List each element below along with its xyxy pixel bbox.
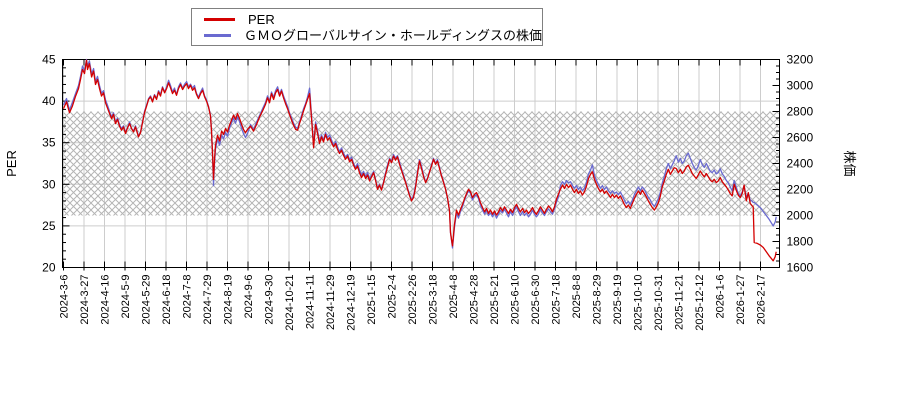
x-tick-label: 2024-7-8 [182,275,194,319]
x-tick-label: 2025-11-21 [674,275,686,330]
x-tick-label: 2024-7-29 [202,275,214,325]
x-tick-label: 2024-6-18 [161,275,173,325]
x-tick-label: 2024-4-16 [100,275,112,325]
stock-price-line-sample-icon [204,33,232,37]
y-right-tick-label: 2200 [787,183,814,197]
x-tick-label: 2024-8-19 [223,275,235,325]
x-tick-label: 2024-5-29 [141,275,153,325]
legend-label-per: PER [248,11,275,27]
y-left-tick-label: 40 [42,94,56,108]
x-tick-label: 2025-2-4 [387,275,399,319]
x-tick-label: 2025-6-30 [530,275,542,325]
x-tick-label: 2025-10-10 [633,275,645,331]
x-tick-label: 2024-10-21 [284,275,296,331]
x-tick-label: 2024-9-6 [243,275,255,319]
x-tick-label: 2025-2-26 [407,275,419,325]
x-tick-label: 2026-1-27 [735,275,747,325]
y-right-axis-title: 株価 [842,150,857,176]
x-tick-label: 2024-9-30 [264,275,276,325]
x-tick-label: 2025-1-15 [366,275,378,325]
y-left-tick-label: 25 [42,219,56,233]
y-left-tick-label: 35 [42,136,56,150]
y-right-tick-label: 2600 [787,131,814,145]
x-tick-label: 2025-4-8 [448,275,460,319]
y-right-tick-label: 3000 [787,79,814,93]
legend-label-stock-price: ＧＭＯグローバルサイン・ホールディングスの株価 [244,27,542,43]
legend-item-per: PER [204,11,542,27]
x-tick-label: 2026-1-6 [715,275,727,319]
x-tick-label: 2024-3-6 [59,275,71,319]
y-right-tick-label: 2000 [787,209,814,223]
x-tick-label: 2024-5-9 [120,275,132,319]
x-tick-label: 2025-10-31 [653,275,665,331]
x-tick-label: 2025-8-8 [571,275,583,319]
per-line [62,59,777,262]
x-tick-label: 2025-8-29 [592,275,604,325]
x-tick-label: 2025-7-18 [551,275,563,325]
x-tick-label: 2024-3-27 [79,275,91,325]
x-tick-label: 2025-12-12 [694,275,706,331]
legend-item-stock-price: ＧＭＯグローバルサイン・ホールディングスの株価 [204,27,542,43]
x-tick-label: 2024-11-29 [325,275,337,330]
y-left-tick-label: 45 [42,53,56,67]
y-right-tick-label: 2400 [787,157,814,171]
y-right-tick-label: 2800 [787,105,814,119]
y-left-tick-label: 20 [42,261,56,275]
y-right-tick-label: 3200 [787,53,814,67]
x-tick-label: 2025-5-21 [489,275,501,325]
y-left-tick-label: 30 [42,177,56,191]
per-line-sample-icon [204,17,235,21]
x-tick-label: 2025-6-10 [510,275,522,325]
x-tick-label: 2024-11-11 [305,275,317,330]
x-tick-label: 2026-2-17 [756,275,768,325]
legend: PER ＧＭＯグローバルサイン・ホールディングスの株価 [191,8,543,46]
x-tick-label: 2025-4-28 [469,275,481,325]
y-right-tick-label: 1600 [787,261,814,275]
x-tick-label: 2025-9-19 [612,275,624,325]
x-tick-label: 2025-3-18 [428,275,440,325]
y-left-axis-title: PER [4,150,19,177]
y-right-tick-label: 1800 [787,235,814,249]
x-tick-label: 2024-12-19 [346,275,358,331]
